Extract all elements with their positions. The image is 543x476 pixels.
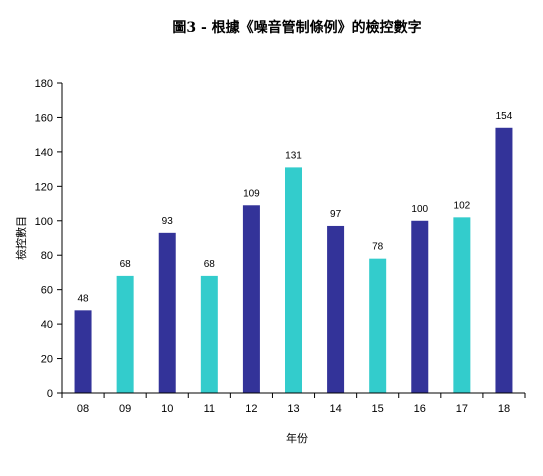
bar-13: [285, 167, 302, 393]
bar-16: [411, 220, 429, 393]
bar-11: [200, 275, 218, 393]
y-tick-label: 100: [35, 216, 53, 228]
value-label-15: 78: [372, 242, 384, 253]
bar-14: [327, 225, 345, 393]
bar-18: [495, 127, 513, 394]
x-tick-label-09: 09: [119, 403, 131, 415]
y-tick-label: 20: [41, 354, 53, 366]
y-tick-label: 120: [35, 181, 53, 193]
x-tick-label-13: 13: [287, 403, 299, 415]
bars-group: [74, 127, 513, 394]
y-tick-label: 140: [35, 147, 53, 159]
bar-09: [116, 275, 134, 393]
y-tick-label: 160: [35, 112, 53, 124]
x-tick-label-08: 08: [77, 403, 89, 415]
x-tick-label-18: 18: [498, 403, 510, 415]
x-tick-label-14: 14: [329, 403, 341, 415]
y-tick-label: 60: [41, 285, 53, 297]
value-label-12: 109: [243, 188, 260, 199]
y-axis: 0 20 40 60 80 100 120 140 160 180: [35, 78, 63, 400]
value-label-10: 93: [162, 216, 174, 227]
value-labels-group: 48 68 93 68 109 131 97 78 100 102 154: [77, 111, 512, 305]
value-label-09: 68: [120, 259, 132, 270]
bar-10: [158, 232, 176, 393]
y-tick-label: 40: [41, 319, 53, 331]
y-tick-label: 0: [47, 388, 53, 400]
x-tick-label-17: 17: [456, 403, 468, 415]
y-tick-label: 180: [35, 78, 53, 90]
value-label-11: 68: [204, 259, 216, 270]
x-tick-label-11: 11: [204, 403, 215, 415]
value-label-16: 100: [411, 204, 428, 215]
x-tick-label-15: 15: [372, 403, 384, 415]
value-label-18: 154: [496, 111, 513, 122]
y-tick-label: 80: [41, 250, 53, 262]
bar-17: [453, 217, 471, 393]
value-label-17: 102: [454, 200, 471, 211]
value-label-14: 97: [330, 209, 342, 220]
x-tick-label-12: 12: [245, 403, 257, 415]
value-label-13: 131: [285, 150, 302, 161]
value-label-08: 48: [77, 293, 89, 304]
x-axis-title: 年份: [286, 431, 308, 445]
y-axis-title: 檢控數目: [14, 216, 28, 260]
x-tick-label-16: 16: [414, 403, 426, 415]
bar-12: [242, 205, 260, 393]
x-axis: 08 09 10 11 12 13 14 15 16 17 18: [61, 392, 526, 415]
bar-08: [74, 310, 92, 393]
x-tick-label-10: 10: [161, 403, 173, 415]
bar-15: [369, 258, 387, 393]
chart-title: 圖3 - 根據《噪音管制條例》的檢控數字: [172, 19, 421, 36]
